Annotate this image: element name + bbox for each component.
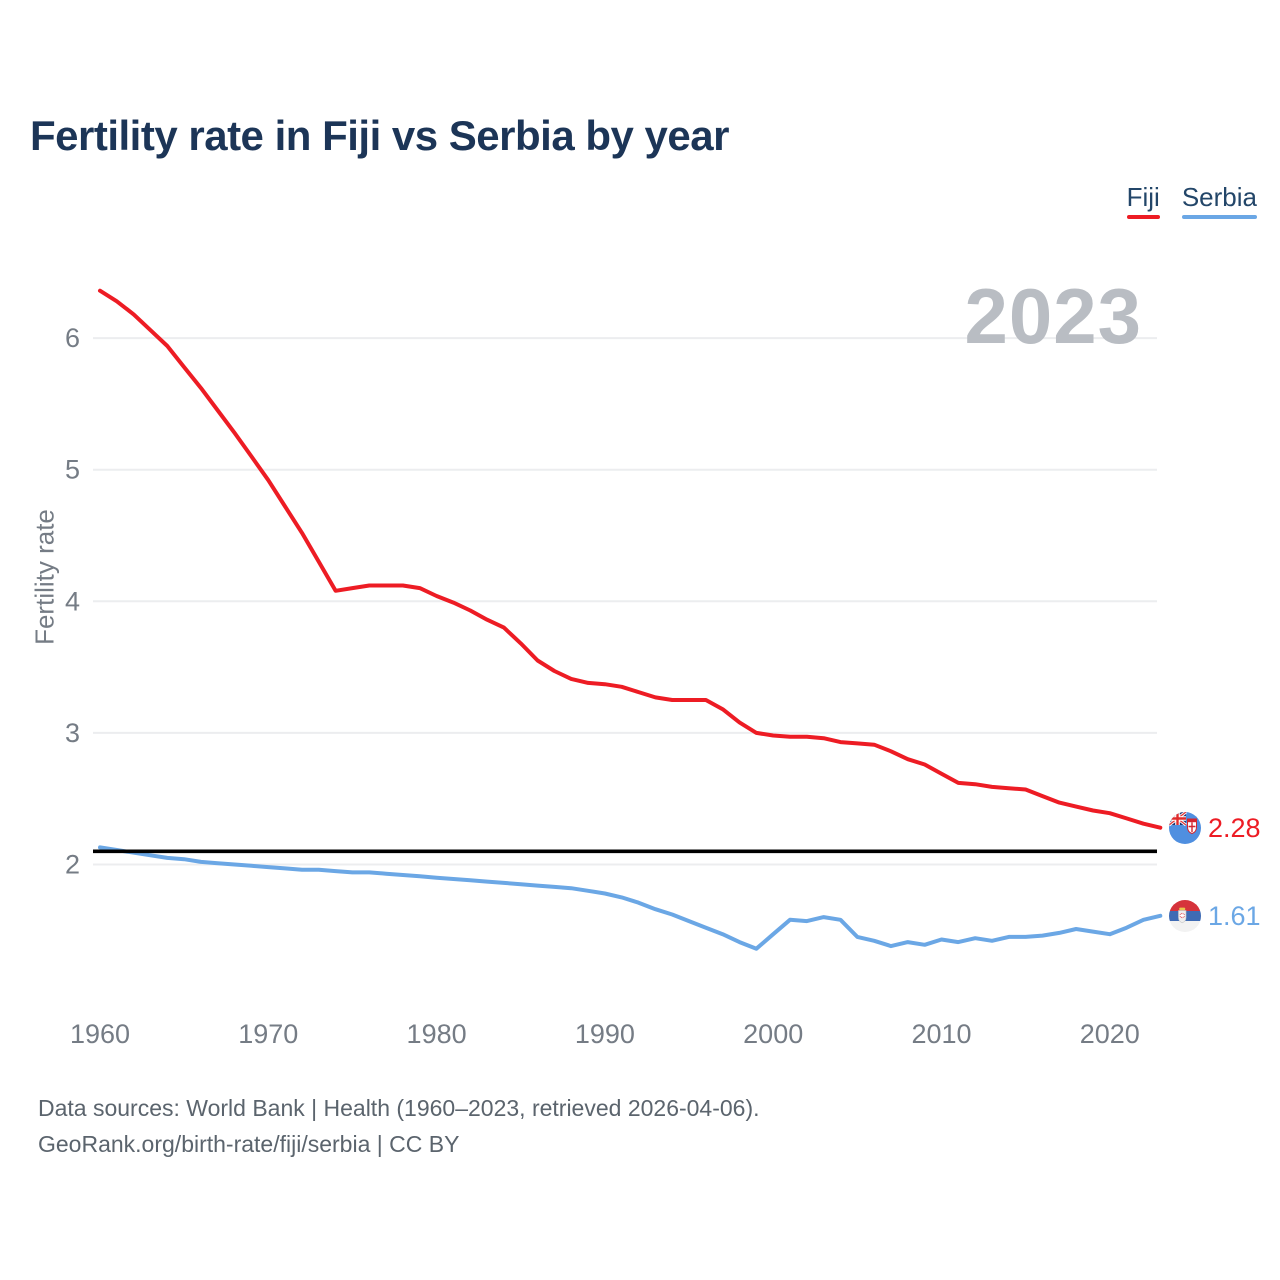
svg-text:1980: 1980: [407, 1019, 467, 1049]
chart-title: Fertility rate in Fiji vs Serbia by year: [30, 112, 729, 159]
svg-text:2: 2: [65, 850, 80, 880]
serbia-end-label: 1.61: [1169, 900, 1261, 932]
serbia-flag-icon: [1169, 900, 1201, 932]
svg-text:1970: 1970: [238, 1019, 298, 1049]
legend-underline-fiji: [1126, 214, 1160, 219]
svg-text:2000: 2000: [743, 1019, 803, 1049]
legend-item-serbia[interactable]: Serbia: [1181, 182, 1257, 219]
svg-text:2020: 2020: [1080, 1019, 1140, 1049]
series-lines: [98, 288, 1163, 951]
footer-sources: Data sources: World Bank | Health (1960–…: [38, 1095, 760, 1121]
fiji-end-label: 2.28: [1169, 812, 1261, 844]
legend: Fiji Serbia: [1126, 182, 1257, 219]
svg-text:3: 3: [65, 718, 80, 748]
svg-text:1960: 1960: [70, 1019, 130, 1049]
legend-underline-serbia: [1181, 214, 1257, 219]
legend-label-fiji: Fiji: [1126, 182, 1160, 212]
svg-text:6: 6: [65, 323, 80, 353]
fiji-flag-icon: [1169, 812, 1201, 844]
svg-text:4: 4: [65, 586, 80, 616]
y-axis-ticks: 2 3 4 5 6: [65, 323, 80, 879]
gridlines: [93, 337, 1157, 866]
x-axis-ticks: 1960 1970 1980 1990 2000 2010 2020: [70, 1019, 1140, 1049]
footer-attribution: GeoRank.org/birth-rate/fiji/serbia | CC …: [38, 1131, 460, 1157]
legend-label-serbia: Serbia: [1181, 182, 1257, 212]
svg-text:1990: 1990: [575, 1019, 635, 1049]
svg-text:5: 5: [65, 455, 80, 485]
svg-text:2010: 2010: [911, 1019, 971, 1049]
serbia-end-value: 1.61: [1208, 901, 1261, 931]
fiji-end-value: 2.28: [1208, 813, 1261, 843]
watermark-year: 2023: [964, 272, 1142, 360]
legend-item-fiji[interactable]: Fiji: [1126, 182, 1160, 219]
footer: Data sources: World Bank | Health (1960–…: [38, 1090, 760, 1162]
